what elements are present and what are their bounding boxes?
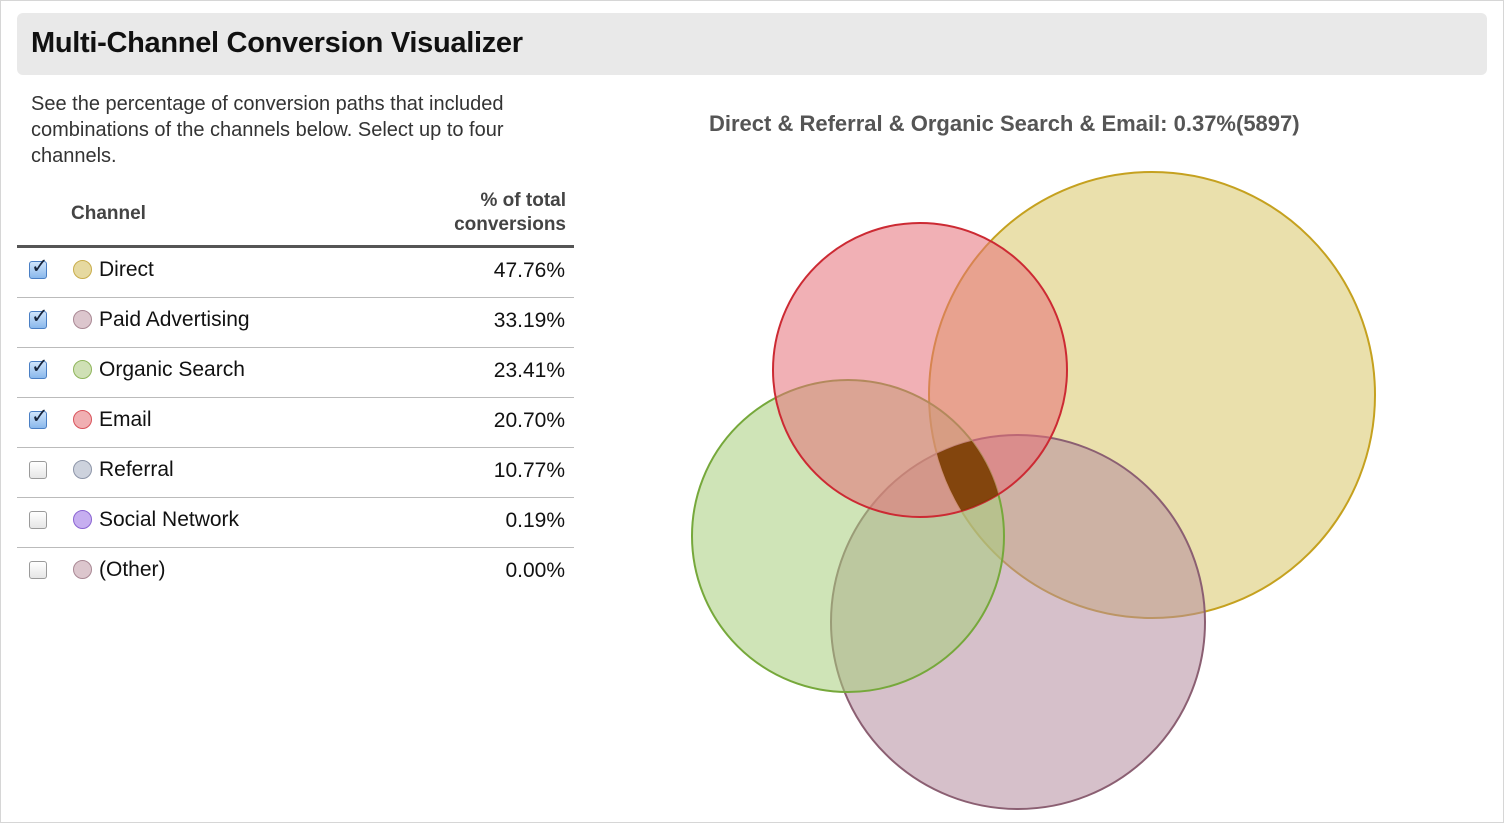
checkmark-icon: ✓ [31, 305, 49, 328]
column-header-percent-line2: conversions [454, 214, 566, 235]
channel-label: (Other) [99, 558, 166, 581]
page-header: Multi-Channel Conversion Visualizer [17, 13, 1487, 75]
column-header-channel: Channel [71, 203, 146, 224]
table-row: ✓ Paid Advertising 33.19% [17, 298, 574, 348]
channel-checkbox[interactable]: ✓ [29, 406, 49, 429]
channel-color-swatch-icon [73, 360, 92, 379]
table-row: Referral 10.77% [17, 448, 574, 498]
channel-checkbox[interactable] [29, 461, 47, 479]
channel-percent: 10.77% [493, 459, 565, 482]
channel-label: Paid Advertising [99, 308, 250, 331]
venn-circle-email [772, 222, 1068, 518]
channel-color-swatch-icon [73, 410, 92, 429]
checkmark-icon: ✓ [31, 355, 49, 378]
channel-color-swatch-icon [73, 310, 92, 329]
checkmark-icon: ✓ [31, 255, 49, 278]
channel-percent: 20.70% [493, 409, 565, 432]
channel-checkbox[interactable]: ✓ [29, 306, 49, 329]
channel-color-swatch-icon [73, 510, 92, 529]
table-row: ✓ Organic Search 23.41% [17, 348, 574, 398]
table-body: ✓ Direct 47.76% ✓ Paid Advertising 33.19… [17, 248, 574, 597]
venn-diagram [691, 171, 1376, 810]
channel-color-swatch-icon [73, 560, 92, 579]
channel-color-swatch-icon [73, 260, 92, 279]
channel-percent: 47.76% [493, 259, 565, 282]
checkmark-icon: ✓ [31, 405, 49, 428]
channel-checkbox[interactable] [29, 561, 47, 579]
table-row: Social Network 0.19% [17, 498, 574, 548]
channel-label: Email [99, 408, 152, 431]
channel-percent: 0.19% [505, 509, 565, 532]
channel-percent: 33.19% [493, 309, 565, 332]
channel-percent: 23.41% [493, 359, 565, 382]
channel-checkbox[interactable]: ✓ [29, 256, 49, 279]
channel-label: Direct [99, 258, 154, 281]
channel-checkbox[interactable]: ✓ [29, 356, 49, 379]
channel-label: Social Network [99, 508, 240, 531]
table-row: ✓ Direct 47.76% [17, 248, 574, 298]
channel-percent: 0.00% [505, 559, 565, 582]
channel-table: Channel % of total conversions ✓ Direct … [17, 187, 574, 597]
channel-checkbox[interactable] [29, 511, 47, 529]
channel-color-swatch-icon [73, 460, 92, 479]
venn-caption: Direct & Referral & Organic Search & Ema… [709, 111, 1300, 136]
channel-label: Organic Search [99, 358, 245, 381]
table-header: Channel % of total conversions [17, 187, 574, 248]
column-header-percent-line1: % of total [480, 190, 567, 211]
table-row: ✓ Email 20.70% [17, 398, 574, 448]
column-header-percent: % of total conversions [366, 189, 566, 237]
page-title: Multi-Channel Conversion Visualizer [31, 27, 523, 59]
channel-label: Referral [99, 458, 174, 481]
intro-text: See the percentage of conversion paths t… [31, 93, 504, 167]
table-row: (Other) 0.00% [17, 548, 574, 597]
